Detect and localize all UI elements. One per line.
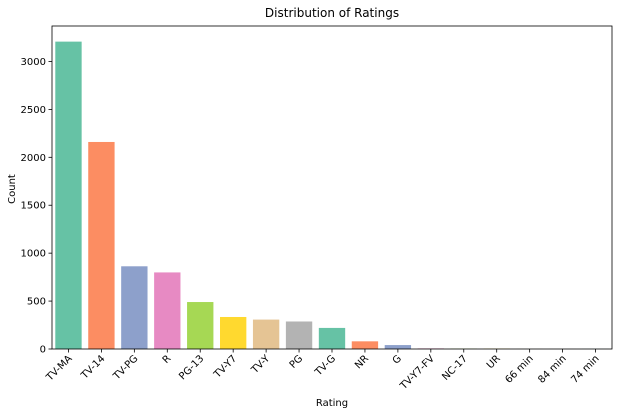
bar-pg bbox=[285, 321, 313, 349]
y-axis-label: Count bbox=[7, 174, 18, 204]
y-axis: 0 500 1000 1500 2000 2500 3000 bbox=[21, 57, 52, 356]
bar-tv-g bbox=[318, 327, 346, 349]
x-tick-label: TV-PG bbox=[111, 353, 141, 383]
x-tick-label: 84 min bbox=[536, 353, 568, 385]
x-axis: TV-MA TV-14 TV-PG R PG-13 TV-Y7 TV-Y PG TV-G NR GT… bbox=[44, 349, 602, 393]
y-tick-label: 1000 bbox=[21, 249, 46, 260]
x-tick-label: TV-Y7 bbox=[212, 353, 240, 381]
bar-tv-ma bbox=[55, 41, 82, 349]
x-tick-label: NR bbox=[353, 353, 371, 371]
bar-tv-pg bbox=[121, 266, 148, 349]
x-tick-label: TV-Y bbox=[249, 353, 273, 377]
y-tick-label: 3000 bbox=[21, 57, 46, 68]
plot-frame bbox=[51, 25, 613, 350]
x-tick-label: TV-14 bbox=[79, 353, 108, 382]
y-tick-label: 2500 bbox=[21, 105, 46, 116]
bars-group bbox=[55, 41, 609, 349]
bar-tv-y7 bbox=[220, 316, 247, 349]
y-tick-label: 0 bbox=[40, 345, 46, 356]
x-tick-label: TV-MA bbox=[44, 353, 75, 384]
x-tick-label: TV-G bbox=[313, 353, 339, 379]
bar-pg-13 bbox=[187, 302, 214, 349]
bar-nr bbox=[351, 341, 379, 349]
x-tick-label: PG bbox=[288, 353, 306, 371]
x-axis-label: Rating bbox=[316, 398, 348, 409]
bar-tv-y bbox=[252, 319, 280, 349]
x-tick-label: R bbox=[161, 353, 174, 366]
x-tick-label: G bbox=[391, 353, 404, 366]
y-tick-label: 2000 bbox=[21, 153, 46, 164]
x-tick-label: UR bbox=[485, 353, 503, 371]
x-tick-label: 66 min bbox=[503, 353, 535, 385]
x-tick-label: TV-Y7-FV bbox=[398, 353, 437, 392]
x-tick-label: 74 min bbox=[569, 353, 601, 385]
x-tick-label: NC-17 bbox=[440, 353, 470, 383]
x-tick-label: PG-13 bbox=[177, 353, 206, 382]
chart-title: Distribution of Ratings bbox=[265, 6, 399, 20]
bar-r bbox=[154, 272, 181, 349]
bar-tv-14 bbox=[88, 141, 115, 349]
y-tick-label: 1500 bbox=[21, 201, 46, 212]
bar-g bbox=[384, 345, 412, 349]
y-tick-label: 500 bbox=[27, 297, 46, 308]
